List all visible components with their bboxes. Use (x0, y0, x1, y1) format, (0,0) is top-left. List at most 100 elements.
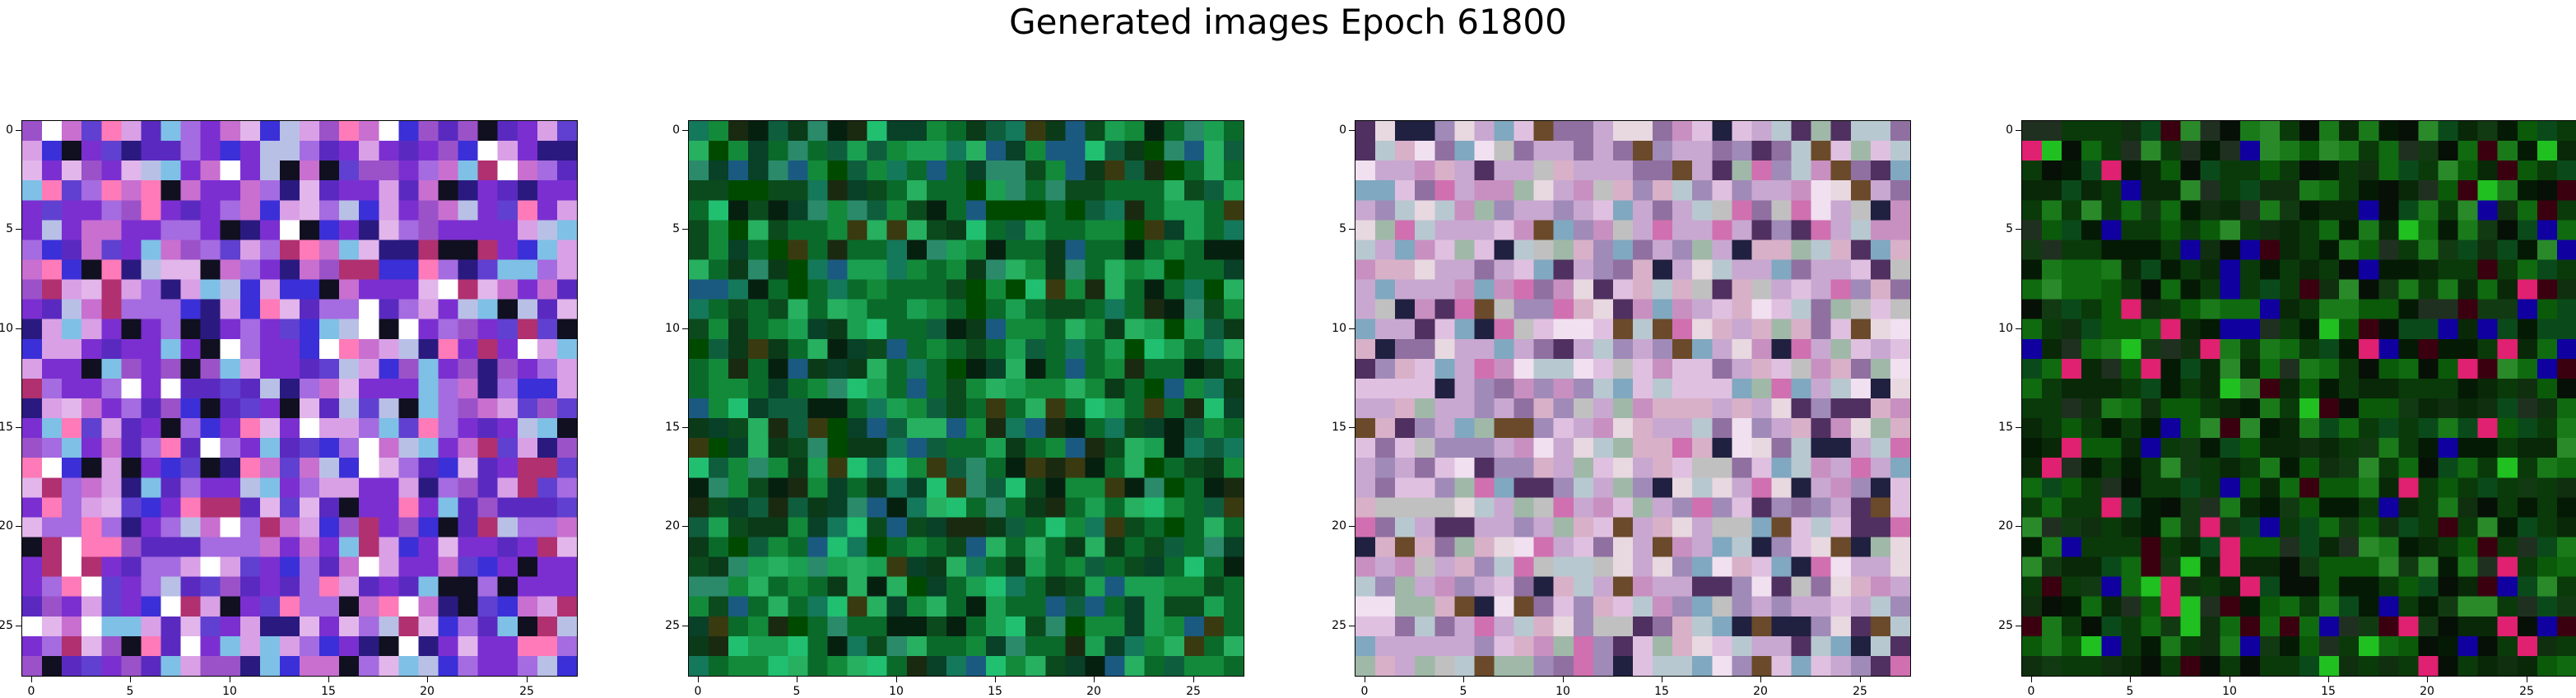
pixel (1890, 537, 1910, 558)
pixel (1573, 655, 1594, 676)
pixel (1085, 635, 1105, 657)
pixel (1203, 458, 1225, 478)
pixel (1375, 358, 1396, 379)
pixel (160, 497, 182, 518)
pixel (2536, 635, 2558, 657)
pixel (2556, 537, 2576, 558)
pixel (1672, 240, 1693, 260)
pixel (1494, 200, 1515, 221)
pixel (339, 220, 360, 240)
pixel (946, 299, 967, 320)
pixel (1791, 279, 1812, 300)
pixel (398, 655, 419, 676)
pixel (1751, 358, 1772, 379)
pixel (42, 497, 63, 518)
pixel (62, 338, 82, 360)
pixel (418, 200, 439, 221)
pixel (1025, 477, 1046, 498)
pixel (2141, 438, 2161, 458)
pixel (1474, 378, 1495, 399)
pixel (1514, 279, 1535, 300)
pixel (946, 477, 967, 498)
pixel (418, 338, 439, 360)
pixel (986, 655, 1007, 676)
pixel (1045, 180, 1066, 201)
pixel (141, 299, 161, 320)
pixel (2556, 200, 2576, 221)
pixel (141, 497, 161, 518)
pixel (2101, 299, 2122, 320)
pixel (2497, 240, 2518, 260)
x-tick-label: 25 (1186, 685, 1201, 698)
pixel (728, 338, 749, 360)
pixel (81, 121, 102, 142)
x-tick-label: 5 (2126, 685, 2134, 698)
pixel (556, 418, 577, 439)
pixel (1164, 240, 1185, 260)
pixel (2398, 299, 2419, 320)
pixel (2101, 279, 2122, 300)
pixel (2062, 537, 2082, 558)
pixel (1434, 655, 1455, 676)
pixel (2438, 180, 2459, 201)
pixel (946, 200, 967, 221)
pixel (2239, 338, 2261, 360)
pixel (2378, 200, 2399, 221)
pixel (2022, 418, 2043, 439)
pixel (81, 576, 102, 598)
pixel (2160, 438, 2182, 458)
pixel (1494, 477, 1515, 498)
pixel (1355, 537, 1376, 558)
pixel (2042, 121, 2062, 142)
pixel (1415, 161, 1435, 181)
pixel (926, 121, 947, 142)
pixel (2438, 398, 2459, 419)
pixel (537, 517, 558, 537)
pixel (926, 338, 947, 360)
pixel (81, 299, 102, 320)
pixel (1183, 477, 1205, 498)
pixel (2536, 517, 2558, 537)
pixel (1203, 655, 1225, 676)
pixel (1006, 537, 1026, 558)
pixel (1203, 220, 1225, 240)
pixel (239, 537, 261, 558)
pixel (2101, 259, 2122, 281)
x-tick-label: 10 (2222, 685, 2237, 698)
pixel (537, 220, 558, 240)
pixel (2160, 141, 2182, 161)
pixel (1771, 200, 1793, 221)
pixel (1144, 180, 1165, 201)
pixel (1712, 259, 1732, 281)
pixel (2259, 121, 2281, 142)
pixel (1553, 596, 1574, 617)
pixel (418, 497, 439, 518)
pixel (1065, 458, 1086, 478)
pixel (200, 556, 221, 578)
pixel (438, 537, 459, 558)
pixel (1065, 477, 1086, 498)
pixel (2279, 319, 2300, 340)
pixel (2042, 299, 2062, 320)
pixel (2062, 319, 2082, 340)
pixel (339, 616, 360, 637)
pixel (220, 319, 241, 340)
pixel (1890, 358, 1910, 379)
pixel (2160, 319, 2182, 340)
pixel (2239, 576, 2261, 598)
generated-image-2 (688, 120, 1244, 677)
pixel (1533, 458, 1555, 478)
pixel (398, 200, 419, 221)
pixel (1890, 655, 1910, 676)
pixel (160, 458, 182, 478)
pixel (379, 319, 399, 340)
pixel (239, 141, 261, 161)
pixel (339, 338, 360, 360)
pixel (1375, 141, 1396, 161)
pixel (1124, 121, 1146, 142)
pixel (2062, 517, 2082, 537)
pixel (2141, 398, 2161, 419)
pixel (1692, 220, 1713, 240)
pixel (728, 121, 749, 142)
pixel (2359, 240, 2379, 260)
